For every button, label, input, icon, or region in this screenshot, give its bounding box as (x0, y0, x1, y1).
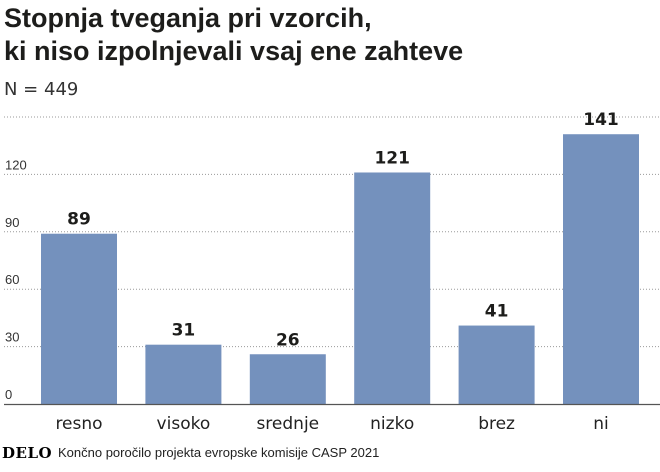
x-tick-label: nizko (370, 414, 414, 434)
y-tick-label: 60 (5, 272, 19, 287)
chart-subtitle: N = 449 (4, 79, 79, 100)
x-tick-label: visoko (157, 414, 211, 434)
footer: DELO Končno poročilo projekta evropske k… (0, 442, 660, 466)
bar (354, 172, 431, 404)
y-tick-label: 0 (5, 387, 12, 402)
x-tick-label: resno (55, 414, 102, 434)
data-label: 121 (374, 148, 410, 168)
x-tick-label: brez (478, 414, 515, 434)
x-tick-label: srednje (256, 414, 319, 434)
data-label: 89 (67, 210, 91, 230)
bar (563, 134, 639, 404)
delo-logo: DELO (2, 444, 53, 462)
bar (458, 325, 535, 404)
data-label: 31 (172, 321, 196, 341)
bar (249, 354, 326, 404)
data-label: 26 (276, 330, 300, 350)
chart-title: Stopnja tveganja pri vzorcih, ki niso iz… (4, 2, 656, 68)
y-tick-label: 30 (5, 330, 19, 345)
bar (41, 233, 117, 404)
x-tick-label: ni (593, 414, 609, 434)
source-note: Končno poročilo projekta evropske komisi… (58, 445, 380, 460)
bar-chart: 0 30 60 90 120 89 resno 31 visoko 26 srednje 121 niz… (4, 110, 660, 434)
data-label: 41 (485, 302, 509, 322)
data-label: 141 (583, 110, 619, 130)
y-tick-label: 90 (5, 215, 19, 230)
bar (145, 344, 222, 404)
chart-title-line-2: ki niso izpolnjevali vsaj ene zahteve (4, 36, 464, 66)
y-tick-label: 120 (5, 157, 27, 172)
chart-title-line-1: Stopnja tveganja pri vzorcih, (4, 3, 372, 33)
